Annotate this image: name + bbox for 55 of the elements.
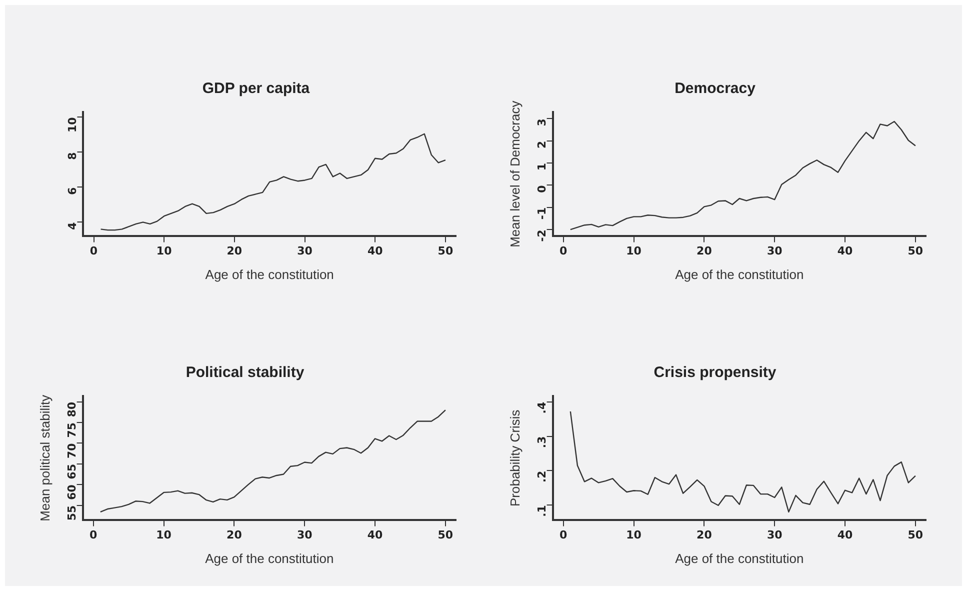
y-tick-label: 10 [66,116,80,133]
x-tick-label: 30 [766,244,783,258]
y-tick-label: 0 [536,184,549,193]
y-tick-label: 55 [66,505,79,521]
y-axis-title: Mean level of Democracy [507,100,522,248]
y-axis-title: Probability Crisis [507,409,522,507]
x-tick-label: 40 [367,528,384,542]
x-tick-label: 0 [560,528,568,542]
chart-title: GDP per capita [202,80,310,98]
x-axis-title: Age of the constitution [205,266,334,282]
y-tick-label: 70 [66,442,79,459]
y-tick-label: 75 [66,422,79,438]
x-tick-label: 30 [296,528,313,542]
x-axis-title: Age of the constitution [675,550,804,566]
x-tick-label: 30 [766,528,783,542]
y-tick-label: 80 [66,401,79,418]
y-tick-label: 1 [536,163,549,171]
x-tick-label: 40 [367,244,384,258]
x-tick-label: 20 [696,244,712,258]
y-tick-label: 60 [66,484,79,500]
x-tick-label: 0 [90,244,98,258]
y-tick-label: 6 [66,186,80,195]
y-tick-label: 65 [66,464,79,480]
x-tick-label: 50 [908,528,924,542]
x-axis-title: Age of the constitution [205,550,334,566]
y-tick-label: -2 [536,230,549,242]
x-tick-label: 20 [226,244,242,258]
x-tick-label: 30 [297,244,313,258]
chart-title: Crisis propensity [654,364,777,382]
y-tick-label: .1 [536,505,549,517]
y-tick-label: 4 [66,222,80,230]
x-tick-label: 0 [560,244,568,258]
x-tick-label: 50 [438,528,454,542]
x-tick-label: 10 [626,244,642,258]
x-axis-title: Age of the constitution [675,266,804,282]
x-tick-label: 10 [156,528,172,542]
y-tick-label: 3 [536,118,549,126]
x-tick-label: 50 [908,244,924,258]
chart-title: Political stability [186,364,305,382]
y-tick-label: .4 [536,402,549,414]
x-tick-label: 10 [156,244,172,258]
y-tick-label: 8 [66,152,80,160]
y-tick-label: 2 [536,140,549,148]
x-tick-label: 40 [837,528,854,542]
x-tick-label: 40 [837,244,854,258]
x-tick-label: 10 [626,528,642,542]
x-tick-label: 0 [90,528,98,542]
y-tick-label: .2 [536,470,549,482]
x-tick-label: 50 [438,244,454,258]
x-tick-label: 20 [696,528,712,542]
y-axis-title: Mean political stability [37,394,52,522]
chart-title: Democracy [674,80,756,98]
x-tick-label: 20 [226,528,242,542]
y-tick-label: -1 [536,207,549,220]
y-tick-label: .3 [536,436,549,448]
